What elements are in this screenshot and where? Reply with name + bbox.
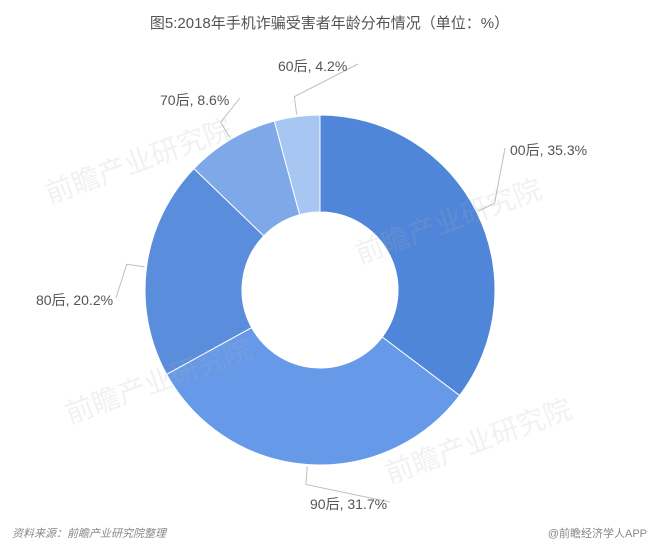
chart-container: 图5:2018年手机诈骗受害者年龄分布情况（单位：%） 前瞻产业研究院前瞻产业研… xyxy=(0,0,659,551)
leader-line xyxy=(478,148,505,211)
slice-label-90后: 90后, 31.7% xyxy=(310,494,387,514)
slice-00后 xyxy=(320,115,495,396)
donut-chart xyxy=(0,0,659,551)
source-text: 资料来源：前瞻产业研究院整理 xyxy=(12,525,166,541)
leader-line xyxy=(116,264,145,298)
slice-label-60后: 60后, 4.2% xyxy=(278,56,347,76)
slice-label-70后: 70后, 8.6% xyxy=(160,90,229,110)
brand-text: @前瞻经济学人APP xyxy=(548,525,647,541)
slice-label-80后: 80后, 20.2% xyxy=(36,290,113,310)
slice-label-00后: 00后, 35.3% xyxy=(510,140,587,160)
